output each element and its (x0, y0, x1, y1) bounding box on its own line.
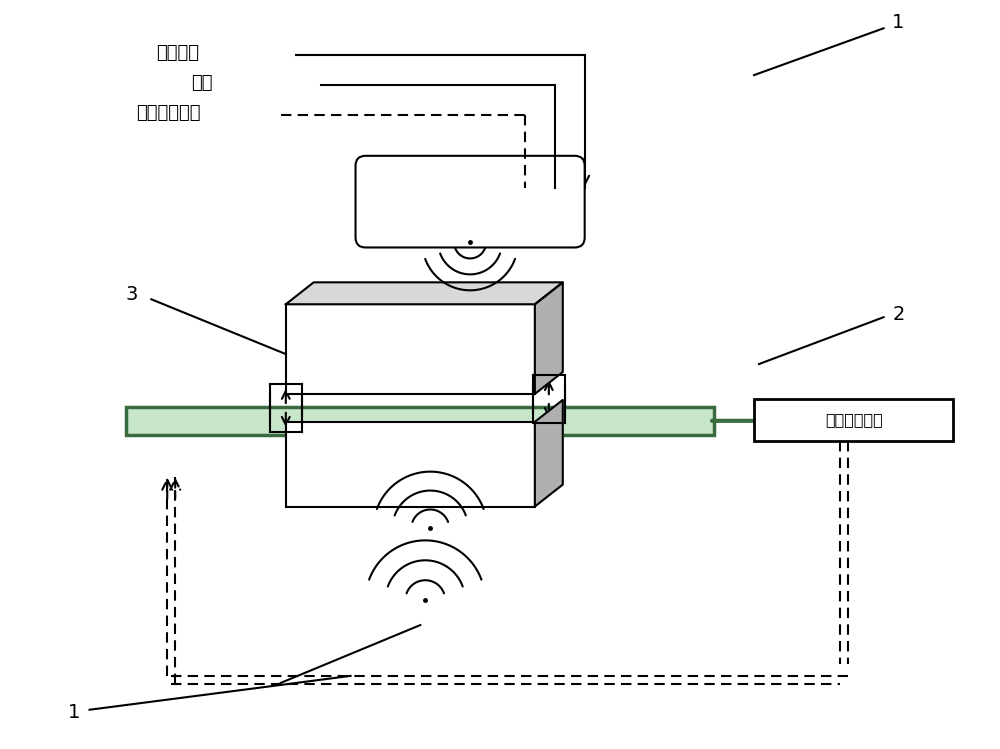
Text: 谷电: 谷电 (191, 74, 213, 92)
Bar (754, 399, 953, 440)
Text: 其他绿色能源: 其他绿色能源 (136, 104, 201, 122)
Bar (286, 304, 535, 394)
Bar (126, 407, 714, 434)
Bar (286, 422, 535, 506)
FancyBboxPatch shape (356, 156, 585, 247)
Text: 3: 3 (125, 285, 138, 304)
Polygon shape (535, 282, 563, 394)
Polygon shape (286, 282, 563, 304)
Text: 用户供暖设施: 用户供暖设施 (825, 413, 883, 428)
Text: 清洁电能: 清洁电能 (156, 44, 199, 62)
Polygon shape (535, 400, 563, 506)
Text: 1: 1 (892, 13, 905, 31)
Text: 2: 2 (892, 305, 905, 324)
Text: 1: 1 (67, 703, 80, 722)
